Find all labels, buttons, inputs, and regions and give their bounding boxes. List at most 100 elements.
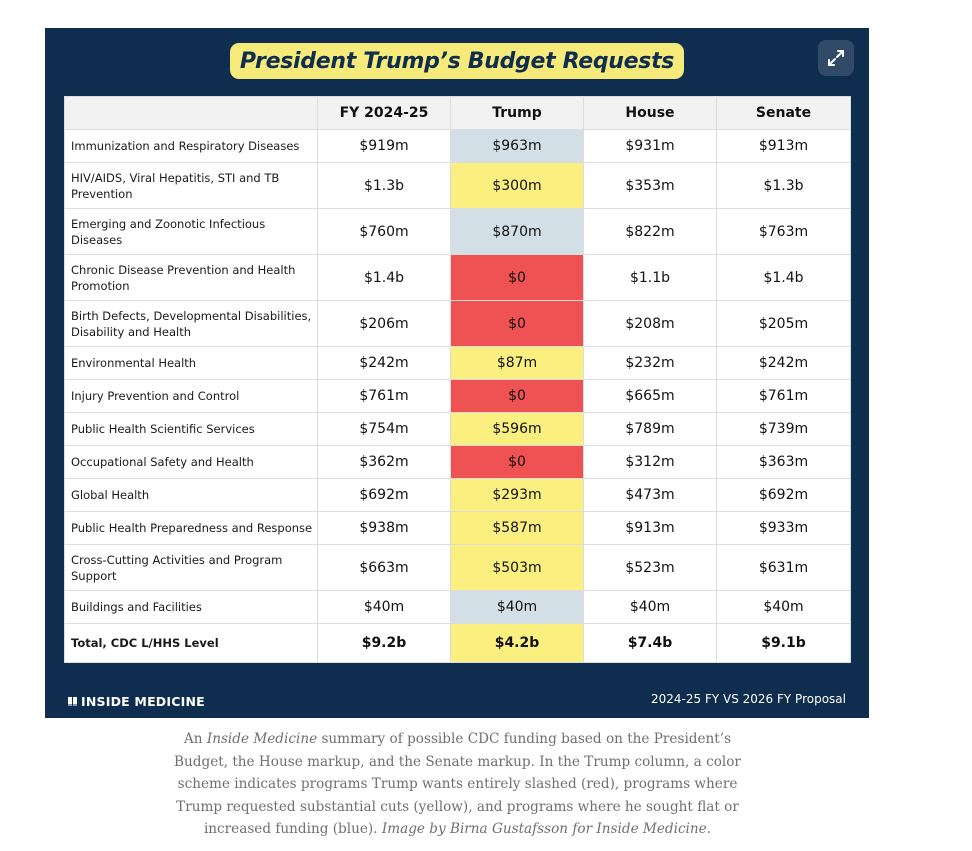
table-row: Immunization and Respiratory Diseases $91… bbox=[64, 129, 851, 163]
total-row: Total, CDC L/HHS Level $9.2b $4.2b $7.4b $9.… bbox=[64, 623, 851, 663]
header-senate: Senate bbox=[716, 96, 851, 130]
fy-cell: $761m bbox=[317, 379, 451, 413]
category-cell: Buildings and Facilities bbox=[64, 590, 318, 624]
senate-cell: $739m bbox=[716, 412, 851, 446]
house-cell: $665m bbox=[583, 379, 717, 413]
table-row: Public Health Scientific Services $754m $5… bbox=[64, 412, 851, 446]
house-cell: $312m bbox=[583, 445, 717, 479]
header-category bbox=[64, 96, 318, 130]
table-row: Cross-Cutting Activities and Program Sup… bbox=[64, 544, 851, 591]
trump-cell: $963m bbox=[450, 129, 584, 163]
senate-cell: $9.1b bbox=[716, 623, 851, 663]
senate-cell: $242m bbox=[716, 346, 851, 380]
table-row: Occupational Safety and Health $362m $0 $31… bbox=[64, 445, 851, 479]
category-cell: Birth Defects, Developmental Disabilitie… bbox=[64, 300, 318, 347]
title-wrap: President Trump’s Budget Requests bbox=[45, 43, 869, 79]
category-cell: Public Health Scientific Services bbox=[64, 412, 318, 446]
senate-cell: $763m bbox=[716, 208, 851, 255]
house-cell: $40m bbox=[583, 590, 717, 624]
category-cell: Total, CDC L/HHS Level bbox=[64, 623, 318, 663]
table-row: Global Health $692m $293m $473m $692m bbox=[64, 478, 851, 512]
expand-button[interactable] bbox=[818, 40, 854, 76]
trump-cell: $587m bbox=[450, 511, 584, 545]
senate-cell: $40m bbox=[716, 590, 851, 624]
fy-cell: $362m bbox=[317, 445, 451, 479]
category-cell: Public Health Preparedness and Response bbox=[64, 511, 318, 545]
trump-cell: $596m bbox=[450, 412, 584, 446]
table-row: Injury Prevention and Control $761m $0 $665… bbox=[64, 379, 851, 413]
fy-cell: $938m bbox=[317, 511, 451, 545]
budget-infographic: President Trump’s Budget Requests FY 202… bbox=[45, 28, 869, 718]
category-cell: Environmental Health bbox=[64, 346, 318, 380]
table-row: Chronic Disease Prevention and Health Pr… bbox=[64, 254, 851, 301]
table-row: Buildings and Facilities $40m $40m $40m $40m bbox=[64, 590, 851, 624]
header-trump: Trump bbox=[450, 96, 584, 130]
senate-cell: $631m bbox=[716, 544, 851, 591]
trump-cell: $40m bbox=[450, 590, 584, 624]
house-cell: $353m bbox=[583, 162, 717, 209]
caption-text-2: summary of possible CDC funding based on… bbox=[174, 731, 741, 838]
senate-cell: $761m bbox=[716, 379, 851, 413]
house-cell: $822m bbox=[583, 208, 717, 255]
image-caption: An Inside Medicine summary of possible C… bbox=[165, 728, 750, 841]
house-cell: $7.4b bbox=[583, 623, 717, 663]
table-row: Birth Defects, Developmental Disabilitie… bbox=[64, 300, 851, 347]
infographic-title: President Trump’s Budget Requests bbox=[229, 43, 685, 79]
category-cell: Immunization and Respiratory Diseases bbox=[64, 129, 318, 163]
senate-cell: $363m bbox=[716, 445, 851, 479]
house-cell: $473m bbox=[583, 478, 717, 512]
trump-cell: $0 bbox=[450, 445, 584, 479]
trump-cell: $4.2b bbox=[450, 623, 584, 663]
caption-credit: Image by Birna Gustafsson for Inside Med… bbox=[381, 821, 712, 838]
trump-cell: $293m bbox=[450, 478, 584, 512]
category-cell: Cross-Cutting Activities and Program Sup… bbox=[64, 544, 318, 591]
senate-cell: $913m bbox=[716, 129, 851, 163]
trump-cell: $503m bbox=[450, 544, 584, 591]
book-icon bbox=[67, 695, 78, 710]
table-row: Emerging and Zoonotic Infectious Disease… bbox=[64, 208, 851, 255]
trump-cell: $87m bbox=[450, 346, 584, 380]
brand-label: INSIDE MEDICINE bbox=[81, 694, 205, 709]
house-cell: $523m bbox=[583, 544, 717, 591]
category-cell: Occupational Safety and Health bbox=[64, 445, 318, 479]
category-cell: HIV/AIDS, Viral Hepatitis, STI and TB Pr… bbox=[64, 162, 318, 209]
senate-cell: $1.4b bbox=[716, 254, 851, 301]
house-cell: $789m bbox=[583, 412, 717, 446]
footer-note: 2024-25 FY VS 2026 FY Proposal bbox=[651, 692, 846, 706]
house-cell: $913m bbox=[583, 511, 717, 545]
senate-cell: $933m bbox=[716, 511, 851, 545]
table-row: Public Health Preparedness and Response $… bbox=[64, 511, 851, 545]
caption-text-1: An bbox=[183, 731, 207, 747]
budget-table: FY 2024-25 Trump House Senate Immunizati… bbox=[64, 96, 851, 663]
house-cell: $208m bbox=[583, 300, 717, 347]
trump-cell: $0 bbox=[450, 379, 584, 413]
category-cell: Chronic Disease Prevention and Health Pr… bbox=[64, 254, 318, 301]
footer-brand: INSIDE MEDICINE bbox=[67, 694, 205, 710]
table-row: Environmental Health $242m $87m $232m $242m bbox=[64, 346, 851, 380]
senate-cell: $1.3b bbox=[716, 162, 851, 209]
fy-cell: $206m bbox=[317, 300, 451, 347]
table-row: HIV/AIDS, Viral Hepatitis, STI and TB Pr… bbox=[64, 162, 851, 209]
fy-cell: $663m bbox=[317, 544, 451, 591]
header-fy: FY 2024-25 bbox=[317, 96, 451, 130]
fy-cell: $1.4b bbox=[317, 254, 451, 301]
fy-cell: $1.3b bbox=[317, 162, 451, 209]
caption-italic-1: Inside Medicine bbox=[206, 731, 318, 747]
house-cell: $931m bbox=[583, 129, 717, 163]
category-cell: Injury Prevention and Control bbox=[64, 379, 318, 413]
trump-cell: $0 bbox=[450, 254, 584, 301]
fy-cell: $9.2b bbox=[317, 623, 451, 663]
header-house: House bbox=[583, 96, 717, 130]
expand-arrows-icon bbox=[828, 50, 844, 66]
category-cell: Global Health bbox=[64, 478, 318, 512]
house-cell: $1.1b bbox=[583, 254, 717, 301]
category-cell: Emerging and Zoonotic Infectious Disease… bbox=[64, 208, 318, 255]
fy-cell: $40m bbox=[317, 590, 451, 624]
fy-cell: $754m bbox=[317, 412, 451, 446]
senate-cell: $692m bbox=[716, 478, 851, 512]
fy-cell: $919m bbox=[317, 129, 451, 163]
fy-cell: $692m bbox=[317, 478, 451, 512]
senate-cell: $205m bbox=[716, 300, 851, 347]
house-cell: $232m bbox=[583, 346, 717, 380]
trump-cell: $300m bbox=[450, 162, 584, 209]
